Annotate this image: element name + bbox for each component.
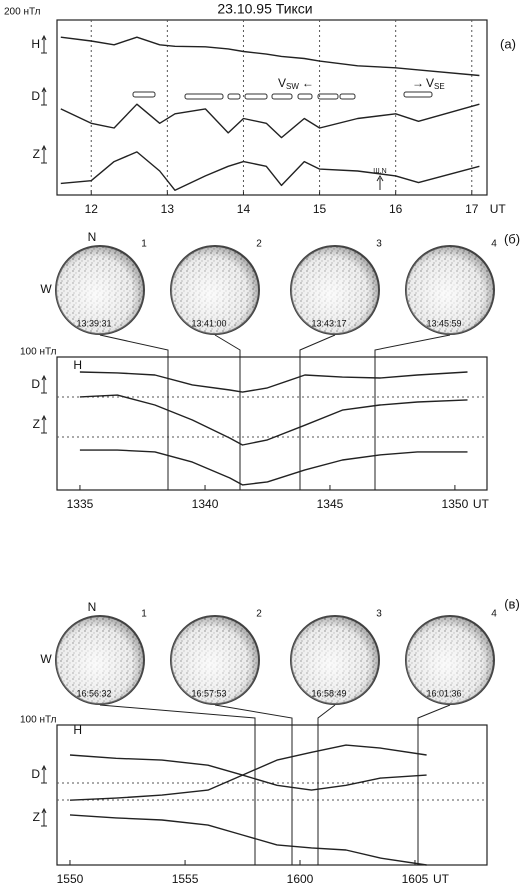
x-tick-label: 1605 (402, 872, 429, 886)
x-tick-label: 1350 (442, 497, 469, 511)
x-unit: UT (490, 202, 507, 216)
annotation-text: V (278, 76, 286, 90)
compass-n: N (88, 230, 97, 244)
trace (70, 815, 427, 865)
image-index: 3 (376, 239, 382, 250)
annotation-sub: SW (286, 82, 299, 91)
trace-label: Z (33, 417, 40, 431)
annotation: Ш,N (373, 168, 386, 175)
trace (80, 450, 468, 485)
trace-label: H (31, 37, 40, 51)
scale-bar (41, 416, 47, 433)
image-time: 13:43:17 (311, 318, 346, 328)
event-bars (133, 92, 432, 99)
annotation-arrow: ← (302, 76, 314, 90)
compass-w: W (40, 652, 52, 666)
trace (61, 104, 480, 137)
x-tick-label: 1600 (287, 872, 314, 886)
image-index: 3 (376, 609, 382, 620)
trace (70, 745, 427, 800)
image-index: 2 (256, 609, 262, 620)
panel-frame (57, 357, 487, 490)
scale-label: 100 нТл (20, 347, 57, 358)
x-tick-label: 12 (85, 202, 99, 216)
image-index: 1 (141, 239, 147, 250)
scale-bar (41, 88, 47, 105)
scale-label: 200 нТл (4, 7, 41, 18)
image-index: 4 (491, 609, 497, 620)
scale-bar (41, 376, 47, 393)
image-time: 16:58:49 (311, 688, 346, 698)
image-time: 13:45:59 (426, 318, 461, 328)
panel-label: (а) (500, 36, 516, 51)
scale-bar (41, 146, 47, 163)
x-tick-label: 1550 (57, 872, 84, 886)
x-tick-label: 14 (237, 202, 251, 216)
x-unit: UT (473, 497, 490, 511)
trace (80, 395, 468, 445)
scale-bar (41, 809, 47, 826)
trace (61, 152, 480, 190)
image-markers (100, 335, 450, 865)
x-tick-label: 16 (389, 202, 403, 216)
x-tick-label: 15 (313, 202, 327, 216)
trace-label: D (31, 767, 40, 781)
figure: 121314151617UT23.10.95 Тикси200 нТл(а)HD… (0, 0, 529, 891)
trace-label: Z (33, 147, 40, 161)
scale-bar (41, 36, 47, 53)
annotation-text: V (426, 76, 434, 90)
trace-label: H (73, 358, 82, 372)
annotation: →VSE (412, 76, 445, 91)
scale-bar (41, 766, 47, 783)
trace-label: H (73, 723, 82, 737)
image-time: 16:01:36 (426, 688, 461, 698)
image-index: 4 (491, 239, 497, 250)
compass-w: W (40, 282, 52, 296)
x-tick-label: 1555 (172, 872, 199, 886)
chart-title: 23.10.95 Тикси (217, 1, 312, 17)
image-time: 13:39:31 (76, 318, 111, 328)
trace-label: Z (33, 810, 40, 824)
annotation-arrow (377, 176, 383, 190)
x-tick-label: 1345 (317, 497, 344, 511)
annotation-arrow: → (412, 76, 424, 90)
x-tick-label: 13 (161, 202, 175, 216)
panel-label: (б) (504, 231, 520, 246)
annotation: VSW← (278, 76, 314, 91)
annotation-sub: SE (434, 82, 445, 91)
x-tick-label: 17 (465, 202, 479, 216)
image-time: 16:56:32 (76, 688, 111, 698)
x-tick-label: 1340 (192, 497, 219, 511)
panel-frame (57, 20, 487, 195)
trace-label: D (31, 377, 40, 391)
image-index: 1 (141, 609, 147, 620)
scale-label: 100 нТл (20, 715, 57, 726)
image-index: 2 (256, 239, 262, 250)
panel-label: (в) (504, 596, 520, 611)
x-unit: UT (433, 872, 450, 886)
compass-n: N (88, 600, 97, 614)
trace (61, 37, 480, 75)
x-tick-label: 1335 (67, 497, 94, 511)
trace-label: D (31, 89, 40, 103)
trace (80, 372, 468, 392)
image-time: 16:57:53 (191, 688, 226, 698)
image-time: 13:41:00 (191, 318, 226, 328)
